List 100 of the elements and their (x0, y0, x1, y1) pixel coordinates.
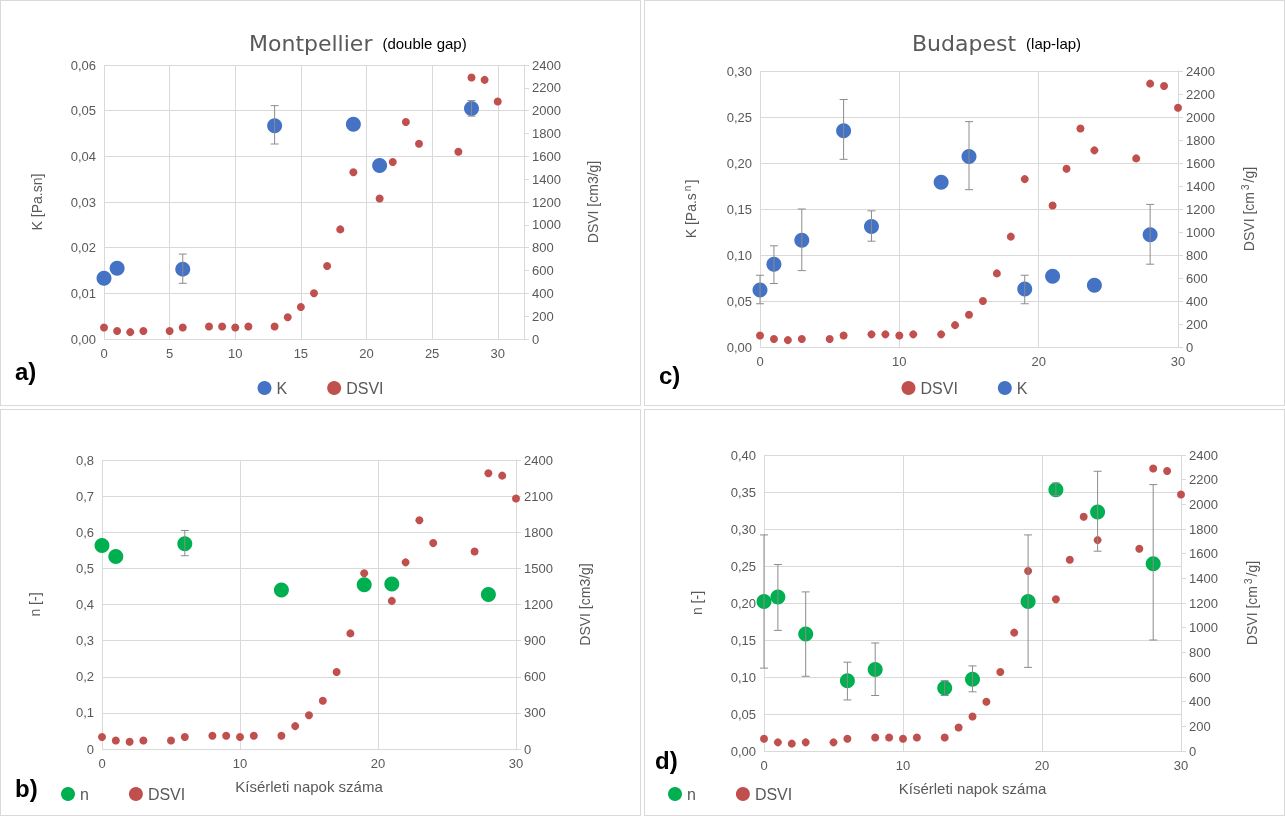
point (205, 322, 213, 331)
point (1051, 595, 1060, 604)
point (125, 737, 134, 746)
y2-tick-label: 1800 (524, 524, 553, 540)
point (231, 323, 240, 332)
point (165, 327, 174, 336)
y-tick-label: 0,00 (70, 331, 96, 347)
x-tick-label: 10 (232, 756, 248, 771)
point (798, 626, 814, 642)
point (222, 731, 231, 740)
y2-axis-title: DSVI [cm3/g] (1239, 166, 1257, 252)
y2-tick-label: 400 (1186, 293, 1208, 309)
y2-tick-label: 1800 (1186, 132, 1215, 148)
point (992, 269, 1001, 278)
y2-tick-label: 1500 (524, 560, 553, 576)
point (384, 576, 400, 592)
point (836, 123, 852, 139)
point (296, 303, 305, 312)
point (787, 739, 796, 748)
point (937, 330, 946, 339)
y-tick-label: 0,1 (75, 705, 94, 721)
y2-tick-label: 1800 (1189, 521, 1218, 537)
point (273, 582, 289, 598)
y-tick-label: 0,05 (726, 293, 752, 309)
point (467, 73, 476, 82)
point (208, 731, 217, 740)
point (1149, 464, 1158, 473)
point (401, 558, 410, 567)
point (429, 539, 438, 548)
chart-title: Budapest (912, 30, 1017, 56)
y-tick-label: 0,04 (70, 148, 96, 164)
y2-tick-label: 200 (532, 308, 554, 324)
point (323, 261, 332, 270)
point (415, 516, 424, 525)
point (167, 736, 175, 745)
y2-tick-label: 2400 (524, 452, 553, 468)
point (1079, 512, 1088, 521)
point (126, 328, 135, 337)
point (372, 157, 388, 173)
point (470, 547, 479, 556)
point (996, 668, 1005, 677)
text: c) (659, 361, 681, 389)
x-tick-label: 25 (424, 346, 440, 361)
x-tick-label: 20 (1031, 354, 1046, 369)
point (484, 469, 493, 478)
y-tick-label: 0,30 (730, 521, 756, 537)
point (175, 261, 191, 277)
point (177, 536, 193, 552)
y2-tick-label: 1000 (532, 217, 561, 233)
legend-label: K (1016, 379, 1028, 397)
x-tick-label: 0 (98, 756, 106, 771)
y-tick-label: 0,5 (75, 560, 94, 576)
point (825, 334, 834, 343)
point (1146, 79, 1155, 88)
y-tick-label: 0,7 (75, 488, 94, 504)
point (773, 738, 782, 747)
x-tick-label: 30 (508, 756, 524, 771)
point (401, 118, 410, 127)
point (236, 732, 244, 741)
y2-tick-label: 400 (532, 285, 554, 301)
point (493, 97, 502, 106)
y2-tick-label: 1200 (532, 194, 561, 210)
y2-axis-title: DSVI [cm3/g] (1242, 560, 1260, 646)
x-tick-label: 10 (895, 758, 911, 773)
y-tick-label: 0,8 (75, 452, 94, 468)
y-tick-label: 0,25 (726, 109, 752, 125)
point (1090, 146, 1099, 155)
y2-tick-label: 2200 (1186, 86, 1215, 102)
y-tick-label: 0,05 (730, 706, 756, 722)
point (867, 330, 876, 339)
point (801, 738, 810, 747)
y-tick-label: 0,30 (726, 63, 752, 79)
x-tick-label: 5 (166, 346, 174, 361)
point (1163, 467, 1172, 476)
y-axis-title: K [Pa.sn] (29, 173, 45, 231)
point (480, 75, 489, 84)
point (867, 662, 883, 678)
y2-tick-label: 900 (524, 633, 546, 649)
point (982, 697, 991, 706)
y-tick-label: 0,20 (726, 155, 752, 171)
y2-tick-label: 1200 (1189, 595, 1218, 611)
y2-tick-label: 2100 (524, 488, 553, 504)
point (388, 158, 397, 167)
point (885, 733, 894, 742)
y2-tick-label: 1600 (532, 148, 561, 164)
point (863, 218, 879, 234)
y-tick-label: 0,10 (730, 669, 756, 685)
point (1135, 544, 1144, 553)
y2-tick-label: 1600 (1189, 546, 1218, 562)
y2-tick-label: 1200 (1186, 201, 1215, 217)
point (310, 289, 318, 298)
legend-label: K (276, 379, 288, 397)
y2-axis-title: DSVI [cm3/g] (577, 563, 593, 646)
text: a) (15, 357, 37, 385)
point (968, 712, 977, 721)
y2-tick-label: 2400 (1186, 63, 1215, 79)
point (356, 577, 372, 593)
y2-tick-label: 2000 (532, 103, 561, 119)
y-tick-label: 0,6 (75, 524, 94, 540)
y2-tick-label: 800 (532, 240, 554, 256)
